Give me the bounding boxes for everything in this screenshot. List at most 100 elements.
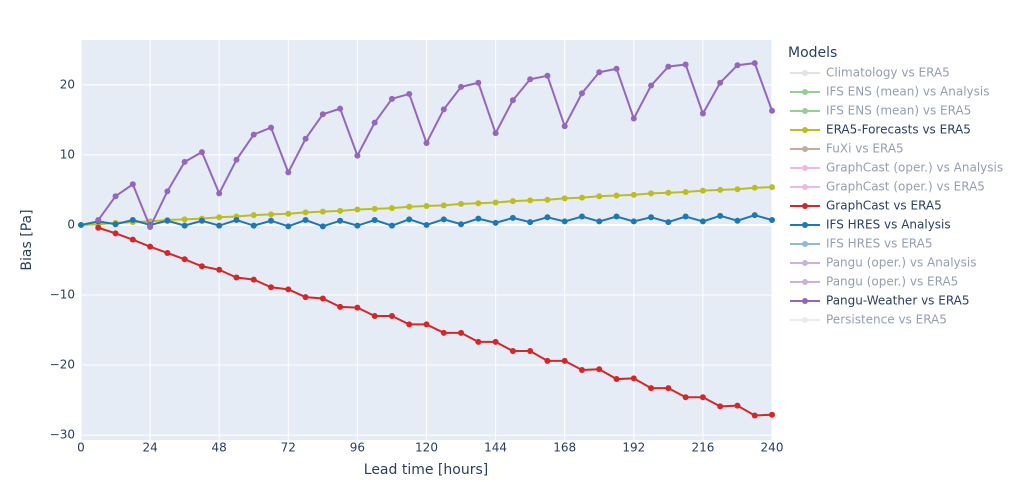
data-point	[319, 111, 326, 118]
legend-item[interactable]: IFS HRES vs ERA5	[790, 237, 932, 251]
legend-label: Persistence vs ERA5	[826, 313, 947, 327]
legend-label: Climatology vs ERA5	[826, 66, 950, 80]
legend-item[interactable]: IFS HRES vs Analysis	[790, 218, 951, 232]
data-point	[578, 366, 585, 373]
data-point	[630, 191, 637, 198]
data-point	[216, 190, 223, 197]
data-point	[769, 184, 775, 191]
legend-item[interactable]: GraphCast (oper.) vs ERA5	[790, 180, 985, 194]
data-point	[406, 321, 413, 328]
data-point	[458, 329, 465, 336]
data-point	[112, 230, 119, 237]
legend-marker	[802, 146, 808, 152]
y-axis-title: Bias [Pa]	[19, 209, 35, 270]
data-point	[423, 203, 430, 210]
data-point	[769, 217, 775, 224]
data-point	[682, 394, 689, 401]
data-point	[319, 208, 326, 215]
data-point	[371, 217, 378, 224]
data-point	[95, 217, 102, 224]
data-point	[630, 375, 637, 382]
legend-item[interactable]: IFS ENS (mean) vs ERA5	[790, 104, 971, 118]
data-point	[181, 158, 188, 165]
data-point	[388, 222, 395, 229]
legend-label: Pangu (oper.) vs Analysis	[826, 256, 976, 270]
legend-item[interactable]: Pangu (oper.) vs Analysis	[790, 256, 976, 270]
data-point	[302, 135, 309, 142]
data-point	[198, 263, 205, 270]
legend-item[interactable]: Pangu (oper.) vs ERA5	[790, 275, 958, 289]
legend-label: Pangu-Weather vs ERA5	[826, 294, 970, 308]
data-point	[699, 394, 706, 401]
legend-marker	[802, 70, 808, 76]
data-point	[129, 217, 136, 224]
data-point	[682, 61, 689, 68]
data-point	[544, 72, 551, 79]
data-point	[440, 329, 447, 336]
series-line	[97, 226, 773, 417]
data-point	[648, 190, 655, 197]
data-point	[354, 152, 361, 159]
data-point	[665, 385, 672, 392]
data-point	[129, 236, 136, 243]
legend-marker	[802, 108, 808, 114]
legend-item[interactable]: Climatology vs ERA5	[790, 66, 950, 80]
data-point	[751, 60, 758, 67]
legend-item[interactable]: IFS ENS (mean) vs Analysis	[790, 85, 989, 99]
data-point	[268, 211, 275, 218]
data-point	[250, 212, 257, 219]
data-point	[665, 189, 672, 196]
data-point	[717, 79, 724, 86]
data-point	[734, 62, 741, 69]
data-point	[129, 181, 136, 188]
data-point	[751, 412, 758, 419]
data-point	[164, 249, 171, 256]
data-point	[630, 115, 637, 122]
data-point	[319, 223, 326, 230]
data-point	[337, 105, 344, 112]
data-point	[423, 139, 430, 146]
x-tick-label: 0	[77, 441, 85, 455]
legend-item[interactable]: FuXi vs ERA5	[790, 142, 904, 156]
data-point	[717, 403, 724, 410]
data-point	[734, 402, 741, 409]
data-point	[613, 192, 620, 199]
data-point	[665, 63, 672, 70]
y-tick-label: −20	[50, 358, 75, 372]
data-point	[648, 385, 655, 392]
data-point	[233, 217, 240, 224]
data-point	[423, 321, 430, 328]
legend-item[interactable]: Persistence vs ERA5	[790, 313, 947, 327]
legend-item[interactable]: ERA5-Forecasts vs ERA5	[790, 123, 971, 137]
data-point	[147, 243, 154, 250]
data-point	[699, 218, 706, 225]
legend-item[interactable]: GraphCast (oper.) vs Analysis	[790, 161, 1003, 175]
data-point	[440, 106, 447, 113]
data-point	[561, 218, 568, 225]
legend-marker	[802, 184, 808, 190]
data-point	[492, 219, 499, 226]
data-point	[406, 216, 413, 223]
x-tick-label: 144	[484, 441, 507, 455]
data-point	[527, 219, 534, 226]
data-point	[181, 216, 188, 223]
data-point	[665, 219, 672, 226]
data-point	[268, 284, 275, 291]
data-point	[613, 65, 620, 72]
data-point	[717, 212, 724, 219]
y-tick-label: −30	[50, 428, 75, 442]
data-point	[458, 83, 465, 90]
data-point	[147, 224, 154, 231]
series-line	[97, 62, 773, 230]
data-point	[596, 193, 603, 200]
data-point	[268, 124, 275, 131]
data-point	[475, 200, 482, 207]
data-point	[440, 202, 447, 209]
y-tick-label: −10	[50, 287, 75, 301]
data-point	[164, 217, 171, 224]
legend-item[interactable]: GraphCast vs ERA5	[790, 199, 942, 213]
data-point	[423, 221, 430, 228]
data-point	[216, 266, 223, 273]
legend-item[interactable]: Pangu-Weather vs ERA5	[790, 294, 970, 308]
